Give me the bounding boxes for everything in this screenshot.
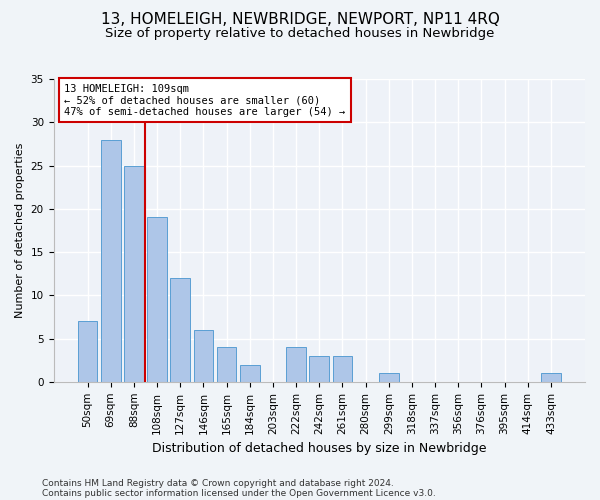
Y-axis label: Number of detached properties: Number of detached properties — [15, 142, 25, 318]
Text: Contains public sector information licensed under the Open Government Licence v3: Contains public sector information licen… — [42, 488, 436, 498]
Bar — [332, 356, 352, 382]
Bar — [101, 140, 121, 382]
Text: Contains HM Land Registry data © Crown copyright and database right 2024.: Contains HM Land Registry data © Crown c… — [42, 478, 394, 488]
Bar — [310, 356, 329, 382]
Text: Size of property relative to detached houses in Newbridge: Size of property relative to detached ho… — [106, 28, 494, 40]
Text: 13, HOMELEIGH, NEWBRIDGE, NEWPORT, NP11 4RQ: 13, HOMELEIGH, NEWBRIDGE, NEWPORT, NP11 … — [101, 12, 499, 28]
Bar — [240, 364, 260, 382]
Bar — [170, 278, 190, 382]
Bar — [124, 166, 144, 382]
Bar — [77, 322, 97, 382]
Bar — [194, 330, 213, 382]
Bar — [541, 373, 561, 382]
Bar — [286, 347, 306, 382]
Bar — [379, 373, 398, 382]
X-axis label: Distribution of detached houses by size in Newbridge: Distribution of detached houses by size … — [152, 442, 487, 455]
Bar — [217, 347, 236, 382]
Bar — [147, 218, 167, 382]
Text: 13 HOMELEIGH: 109sqm
← 52% of detached houses are smaller (60)
47% of semi-detac: 13 HOMELEIGH: 109sqm ← 52% of detached h… — [64, 84, 346, 116]
